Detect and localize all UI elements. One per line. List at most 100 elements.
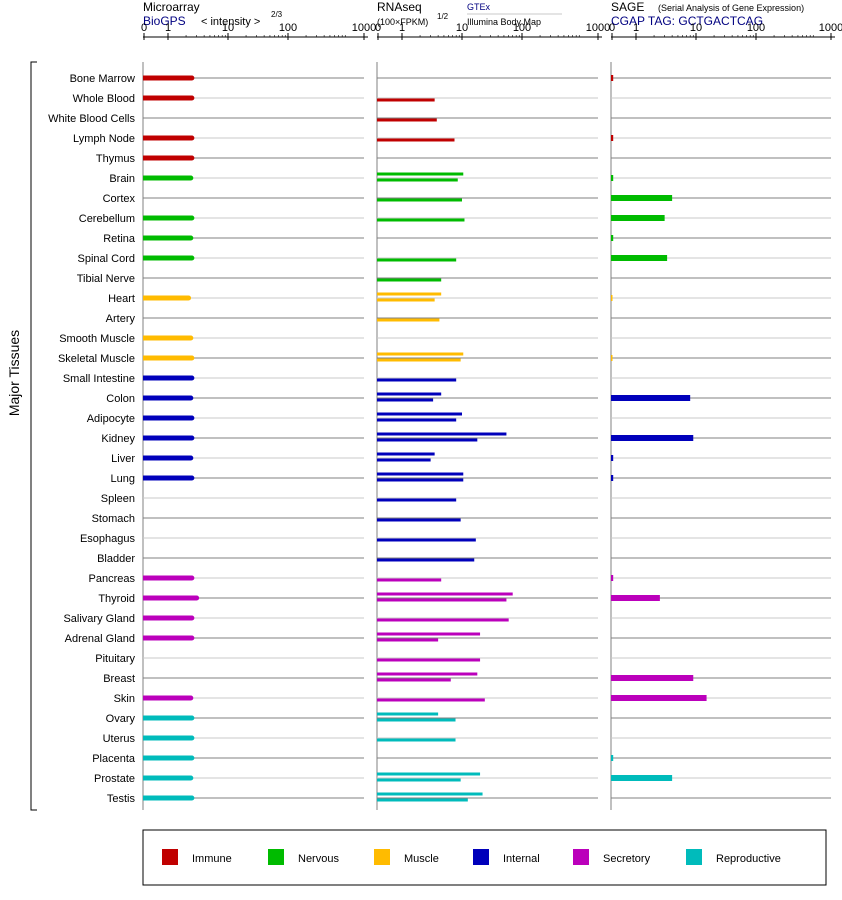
tissue-row: Bone Marrow bbox=[70, 73, 831, 85]
rnaseq-bar bbox=[377, 792, 483, 796]
microarray-bar bbox=[143, 775, 191, 781]
illumina-label: Illumina Body Map bbox=[467, 17, 541, 27]
tissue-row: Lung bbox=[111, 472, 831, 485]
microarray-bar-cap bbox=[194, 595, 200, 601]
tissue-row: White Blood Cells bbox=[48, 113, 831, 125]
microarray-bar bbox=[143, 795, 192, 801]
microarray-bar-cap bbox=[189, 215, 195, 221]
sage-bar bbox=[611, 75, 614, 81]
tissue-row: Smooth Muscle bbox=[59, 333, 831, 345]
rnaseq-bar bbox=[377, 538, 476, 542]
legend-swatch bbox=[573, 849, 589, 865]
sage-bar bbox=[611, 395, 691, 401]
rnaseq-bar bbox=[377, 412, 462, 416]
tissue-label: Placenta bbox=[92, 753, 136, 765]
intensity-exponent: 2/3 bbox=[271, 10, 283, 19]
tissue-label: Tibial Nerve bbox=[77, 273, 135, 285]
x-tick-label: 1 bbox=[399, 22, 405, 34]
tissue-row: Placenta bbox=[92, 753, 831, 765]
tissue-row: Testis bbox=[107, 792, 831, 805]
tissue-label: Retina bbox=[103, 233, 136, 245]
x-tick-label: 10 bbox=[456, 22, 468, 34]
sage-bar bbox=[611, 475, 614, 481]
tissue-label: Skin bbox=[114, 693, 135, 705]
rnaseq-bar bbox=[377, 638, 439, 642]
sage-bar bbox=[611, 695, 707, 701]
rnaseq-bar bbox=[377, 698, 485, 702]
tissue-row: Spinal Cord bbox=[78, 253, 831, 265]
tissue-label: Lymph Node bbox=[73, 133, 135, 145]
tissue-row: Prostate bbox=[94, 772, 831, 785]
microarray-bar bbox=[143, 135, 192, 141]
microarray-bar-cap bbox=[188, 235, 194, 241]
microarray-bar bbox=[143, 435, 192, 441]
tissue-row: Uterus bbox=[103, 733, 831, 745]
rnaseq-bar bbox=[377, 298, 435, 302]
biogps-link[interactable]: BioGPS bbox=[143, 14, 186, 28]
tissue-label: Esophagus bbox=[80, 533, 136, 545]
rnaseq-bar bbox=[377, 618, 509, 622]
microarray-bar bbox=[143, 375, 192, 381]
sage-subtitle: (Serial Analysis of Gene Expression) bbox=[658, 3, 804, 13]
legend-swatch bbox=[268, 849, 284, 865]
rnaseq-bar bbox=[377, 558, 475, 562]
microarray-bar bbox=[143, 575, 192, 581]
tissue-label: Colon bbox=[106, 393, 135, 405]
tissue-row: Cerebellum bbox=[79, 213, 831, 225]
tissue-label: Artery bbox=[106, 313, 136, 325]
sage-bar bbox=[611, 195, 673, 201]
rnaseq-bar bbox=[377, 278, 442, 282]
microarray-bar-cap bbox=[189, 715, 195, 721]
microarray-bar bbox=[143, 595, 197, 601]
legend-item-muscle: Muscle bbox=[374, 849, 439, 865]
tissue-row: Skin bbox=[114, 693, 831, 705]
microarray-bar bbox=[143, 175, 191, 181]
microarray-bar-cap bbox=[189, 415, 195, 421]
tissue-label: Thyroid bbox=[98, 593, 135, 605]
tissue-row: Whole Blood bbox=[73, 93, 831, 105]
tissue-row: Spleen bbox=[101, 493, 831, 505]
microarray-bar-cap bbox=[189, 135, 195, 141]
x-tick-label: 0 bbox=[609, 22, 615, 34]
rnaseq-bar bbox=[377, 798, 468, 802]
tissue-row: Small Intestine bbox=[63, 373, 831, 385]
x-tick-label: 1 bbox=[165, 22, 171, 34]
tissue-row: Bladder bbox=[97, 553, 831, 565]
microarray-bar bbox=[143, 635, 192, 641]
legend-label: Internal bbox=[503, 853, 540, 865]
rnaseq-bar bbox=[377, 378, 457, 382]
tissue-row: Brain bbox=[109, 172, 831, 185]
rnaseq-bar bbox=[377, 778, 461, 782]
tissue-row: Stomach bbox=[92, 513, 831, 525]
rnaseq-bar bbox=[377, 718, 456, 722]
microarray-bar bbox=[143, 335, 191, 341]
y-axis-label: Major Tissues bbox=[6, 330, 22, 416]
legend-item-internal: Internal bbox=[473, 849, 540, 865]
sage-bar bbox=[611, 575, 614, 581]
tissue-label: Ovary bbox=[106, 713, 136, 725]
gtex-link[interactable]: GTEx bbox=[467, 2, 491, 12]
microarray-bar-cap bbox=[186, 295, 192, 301]
tissue-row: Esophagus bbox=[80, 533, 831, 545]
rnaseq-bar bbox=[377, 292, 442, 296]
rnaseq-bar bbox=[377, 118, 437, 122]
rnaseq-bar bbox=[377, 772, 481, 776]
tissue-row: Artery bbox=[106, 313, 831, 325]
microarray-bar-cap bbox=[189, 155, 195, 161]
tissue-label: Kidney bbox=[101, 433, 135, 445]
x-tick-label: 100 bbox=[279, 22, 297, 34]
tissue-row: Liver bbox=[111, 452, 831, 465]
y-axis-bracket bbox=[30, 61, 37, 811]
cgap-tag-link[interactable]: CGAP TAG: GCTGACTCAG bbox=[611, 14, 763, 28]
sage-bar bbox=[611, 675, 694, 681]
microarray-bar-cap bbox=[189, 795, 195, 801]
microarray-bar-cap bbox=[188, 175, 194, 181]
sage-bar bbox=[611, 455, 614, 461]
x-tick-label: 10 bbox=[222, 22, 234, 34]
tissue-row: Heart bbox=[108, 292, 831, 305]
microarray-bar bbox=[143, 235, 191, 241]
microarray-bar-cap bbox=[189, 75, 195, 81]
tissue-label: White Blood Cells bbox=[48, 113, 135, 125]
tissue-label: Pancreas bbox=[89, 573, 136, 585]
